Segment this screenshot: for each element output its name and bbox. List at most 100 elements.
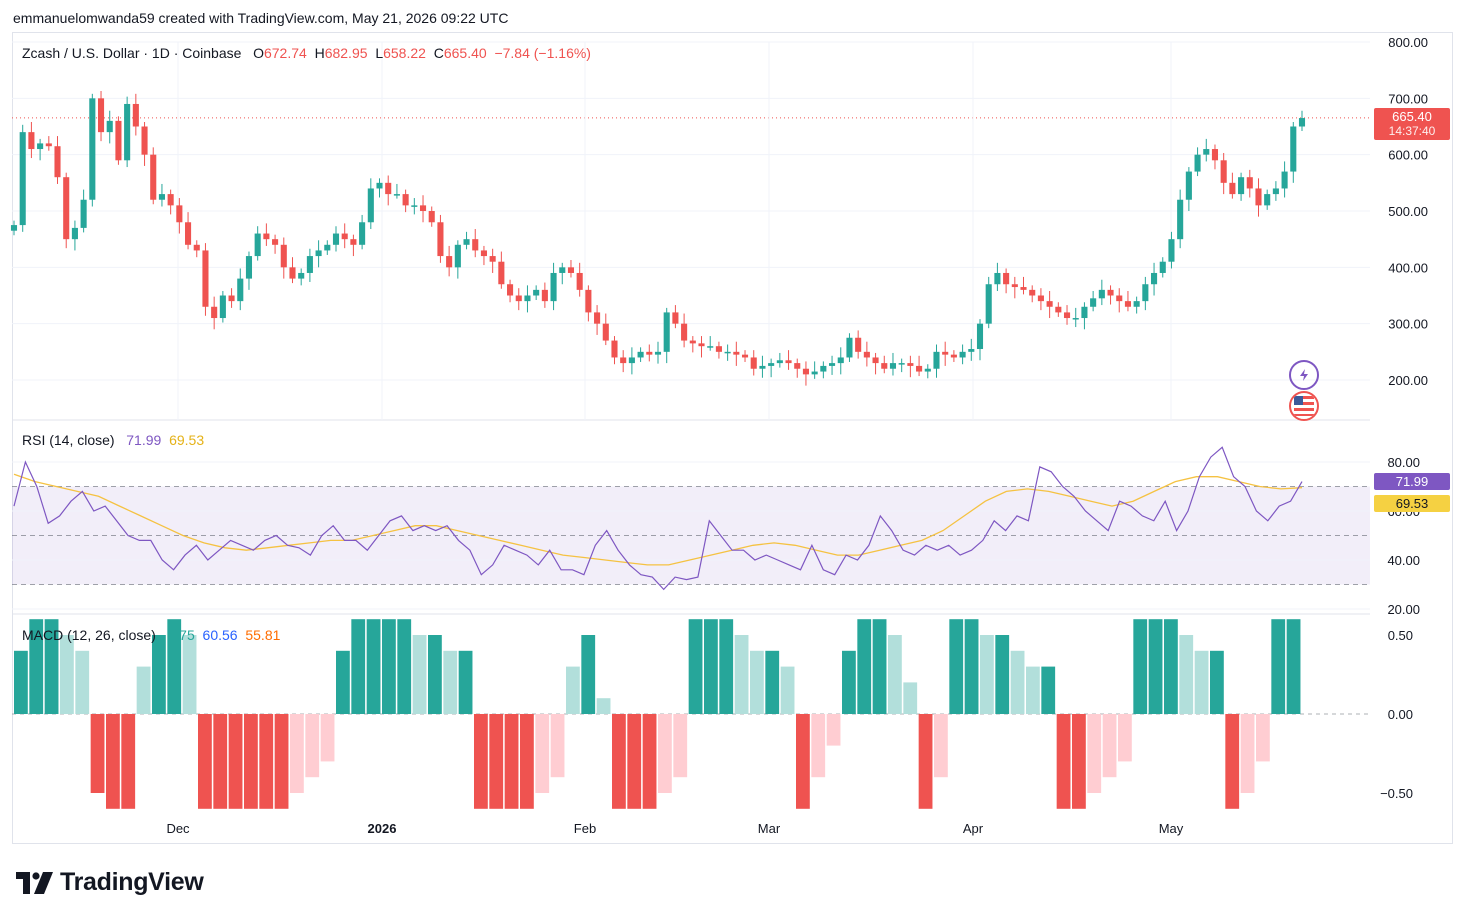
candle-body: [1037, 295, 1044, 302]
candle-body: [211, 306, 218, 319]
candle-body: [393, 194, 400, 196]
macd-bar: [397, 619, 412, 714]
candle-body: [324, 244, 331, 251]
tradingview-logo[interactable]: TradingView: [16, 868, 204, 897]
symbol-label[interactable]: Zcash / U.S. Dollar · 1D · Coinbase: [22, 45, 242, 61]
candle-body: [71, 227, 78, 240]
time-tick-label: 2026: [368, 821, 397, 836]
candle-body: [463, 239, 470, 245]
candle-body: [602, 323, 609, 341]
macd-bar: [1148, 619, 1163, 714]
macd-bar: [581, 635, 596, 714]
candle-body: [28, 132, 35, 150]
candle-body: [280, 244, 287, 268]
lightning-icon[interactable]: [1289, 360, 1319, 390]
macd-bar: [1286, 619, 1301, 714]
candle-body: [63, 177, 70, 240]
candle-body: [950, 354, 957, 358]
candle-body: [567, 267, 575, 273]
candle-body: [106, 120, 113, 133]
macd-bar: [1026, 666, 1040, 714]
candle-body: [1281, 171, 1288, 189]
price-legend: Zcash / U.S. Dollar · 1D · Coinbase O672…: [22, 45, 591, 61]
macd-bar: [1179, 635, 1194, 714]
us-flag-icon[interactable]: [1289, 391, 1319, 421]
candle-body: [376, 182, 383, 189]
candle-body: [115, 120, 122, 161]
candle-body: [628, 357, 635, 364]
candle-body: [97, 98, 105, 133]
macd-bar: [750, 650, 764, 714]
candle-body: [811, 371, 818, 375]
candle-body: [1081, 306, 1088, 319]
macd-bar: [474, 714, 488, 809]
candle-body: [1238, 177, 1245, 195]
candle-body: [37, 143, 44, 150]
candle-body: [620, 357, 627, 364]
macd-label[interactable]: MACD (12, 26, close): [22, 627, 156, 643]
candle-body: [1055, 306, 1062, 313]
macd-bar: [995, 635, 1010, 714]
candle-body: [419, 205, 427, 211]
macd-bar: [1194, 650, 1209, 714]
rsi-ma-tag: 69.53: [1374, 495, 1450, 512]
candle-body: [1003, 272, 1010, 285]
last-price-value: 665.40: [1392, 109, 1432, 124]
macd-legend: MACD (12, 26, close) 4.75 60.56 55.81: [22, 627, 280, 643]
candle-body: [881, 363, 888, 369]
candle-body: [515, 295, 522, 302]
macd-bar: [550, 714, 565, 778]
macd-bar: [1056, 714, 1071, 809]
candle-body: [863, 351, 870, 358]
chart-frame[interactable]: [12, 32, 1453, 844]
open-value: 672.74: [263, 45, 307, 61]
macd-bar: [198, 714, 212, 809]
candle-body: [637, 351, 644, 358]
macd-bar: [1256, 714, 1270, 762]
candle-body: [237, 278, 244, 302]
countdown-value: 14:37:40: [1388, 124, 1436, 138]
candle-body: [550, 272, 557, 302]
macd-bar: [811, 714, 826, 778]
macd-bar: [796, 714, 810, 809]
macd-bar: [949, 619, 964, 714]
candle-body: [124, 103, 131, 161]
macd-bar: [596, 698, 611, 714]
macd-bar: [826, 714, 841, 746]
candle-body: [228, 295, 235, 302]
macd-bar: [903, 682, 918, 714]
macd-bar: [336, 650, 350, 714]
macd-bar: [428, 635, 442, 714]
candle-body: [646, 351, 653, 355]
candle-body: [994, 272, 1001, 285]
candle-body: [132, 103, 139, 127]
candle-body: [1142, 284, 1149, 302]
candle-body: [80, 199, 87, 228]
macd-bar: [228, 714, 243, 809]
rsi-line: [13, 446, 1303, 591]
macd-bar: [351, 619, 366, 714]
candle-body: [1029, 289, 1036, 296]
candle-body: [889, 363, 897, 369]
candle-body: [759, 365, 766, 369]
candle-body: [306, 256, 313, 273]
candle-body: [968, 349, 975, 352]
macd-bar: [75, 650, 90, 714]
candle-body: [733, 351, 740, 355]
candle-body: [1229, 182, 1236, 195]
candle-body: [846, 337, 853, 358]
macd-bar: [612, 714, 626, 809]
rsi-label[interactable]: RSI (14, close): [22, 432, 115, 448]
candle-body: [1046, 301, 1053, 307]
candle-body: [45, 143, 52, 147]
candle-body: [1177, 199, 1184, 240]
candle-body: [1124, 301, 1131, 307]
candle-body: [454, 244, 461, 268]
candle-body: [1133, 301, 1140, 307]
candle-body: [611, 340, 618, 358]
candle-body: [1151, 272, 1158, 285]
candle-body: [1220, 160, 1227, 183]
macd-bar: [412, 635, 427, 714]
candle-body: [472, 239, 479, 251]
